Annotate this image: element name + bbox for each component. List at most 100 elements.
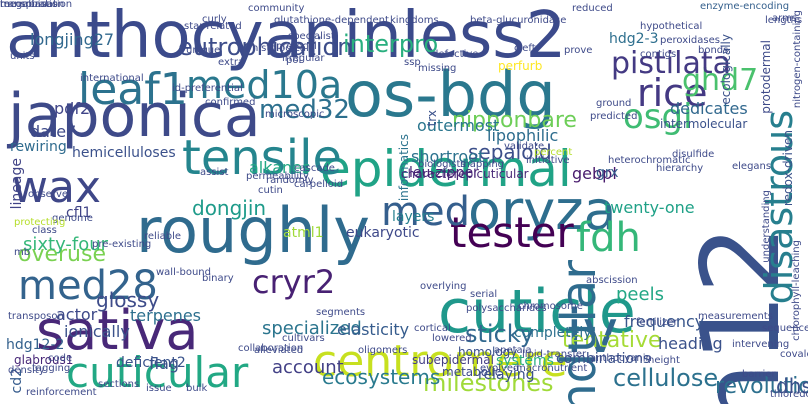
cloud-word: flag xyxy=(149,354,180,373)
cloud-word: leaf1 xyxy=(78,64,188,115)
cloud-word: protocol xyxy=(276,41,317,52)
cloud-word: oryza xyxy=(468,179,617,242)
cloud-word: oligomers xyxy=(358,345,408,356)
cloud-word: med xyxy=(381,189,470,235)
cloud-word: gebpl xyxy=(572,164,617,183)
cloud-word: ground xyxy=(596,98,632,109)
cloud-word: assist xyxy=(200,167,229,178)
cloud-word: wall-bound xyxy=(156,267,211,278)
cloud-word: fertilizer xyxy=(636,317,678,328)
cloud-word: id-preferential xyxy=(172,83,243,94)
cloud-word: defective xyxy=(432,49,479,60)
cloud-word: kingdoms xyxy=(390,15,439,26)
cloud-word: intermolecular xyxy=(660,117,748,131)
cloud-word: mb xyxy=(14,247,31,258)
cloud-word: cortical xyxy=(414,323,451,334)
cloud-word: epidermal xyxy=(320,140,572,198)
cloud-word: pistilata xyxy=(611,46,731,81)
cloud-word: japonica xyxy=(8,81,261,151)
cloud-word: curly xyxy=(202,14,227,25)
cloud-word: evolved xyxy=(480,363,520,374)
cloud-word: account xyxy=(272,357,344,378)
cloud-word: nipponbare xyxy=(452,108,577,133)
cloud-word: hierarchy xyxy=(656,163,704,174)
cloud-word: sixty-four xyxy=(23,234,109,255)
cloud-word: peroxidases xyxy=(660,35,720,46)
cloud-word: med28 xyxy=(18,263,158,309)
cloud-word: lipophilic xyxy=(487,126,559,145)
cloud-word: bulk xyxy=(186,383,208,394)
cloud-word: issue xyxy=(146,383,172,394)
cloud-word: hdg12-2 xyxy=(6,337,65,353)
cloud-word: actor xyxy=(56,305,98,324)
cloud-word: irregular xyxy=(282,53,325,64)
cloud-word: elegans xyxy=(732,161,772,172)
cloud-word: confirmed xyxy=(205,97,256,108)
cloud-word: observe xyxy=(28,189,69,200)
cloud-word: international xyxy=(80,73,144,84)
cloud-word: density xyxy=(8,365,45,376)
cloud-word: reliable xyxy=(144,231,182,242)
cloud-word: eukaryotic xyxy=(346,225,420,241)
cloud-word: wax xyxy=(12,162,101,213)
cloud-word: sepaloid xyxy=(468,140,552,164)
cloud-word: understanding xyxy=(761,190,772,263)
cloud-word: covalent xyxy=(780,349,808,360)
cloud-word: eutrophication xyxy=(178,33,353,61)
cloud-word: tester xyxy=(450,208,574,257)
cloud-word: code xyxy=(48,353,73,364)
cloud-word: glutathione-dependent xyxy=(274,15,389,26)
cloud-word: grx xyxy=(596,165,619,181)
cloud-word: hemicelluloses xyxy=(72,145,176,161)
cloud-word: biologists xyxy=(418,159,466,170)
cloud-word: sticky xyxy=(465,320,535,348)
cloud-word: perfurb xyxy=(498,59,543,73)
cloud-word: beta-glucuronidase xyxy=(470,15,567,26)
cloud-word: rice xyxy=(637,71,708,115)
cloud-word: apetala xyxy=(494,345,532,356)
cloud-word: peels xyxy=(616,284,664,305)
cloud-word: binary xyxy=(202,273,234,284)
cloud-word: permeability xyxy=(246,171,309,182)
cloud-word: frequency xyxy=(624,312,705,331)
cloud-word: contigs xyxy=(640,49,677,60)
cloud-word: collaboration xyxy=(238,343,304,354)
cloud-word: sequenced xyxy=(762,323,808,334)
cloud-word: metabolic xyxy=(442,365,502,379)
cloud-word: shortroot xyxy=(411,147,485,166)
cloud-word: med32 xyxy=(259,95,350,125)
cloud-word: cutin xyxy=(258,185,283,196)
cloud-word: overlying xyxy=(420,281,467,292)
cloud-word: protodermal xyxy=(759,40,773,114)
cloud-word: elasticity xyxy=(337,320,410,339)
cloud-word: initiative xyxy=(526,155,570,166)
cloud-word: sections xyxy=(98,379,140,390)
cloud-word: carpelloid xyxy=(294,179,344,190)
cloud-word: lineage xyxy=(9,158,25,210)
cloud-word: prove xyxy=(564,45,593,56)
cloud-word: percent xyxy=(534,147,573,158)
cloud-word: cuticle xyxy=(438,277,636,347)
cloud-word: heterochromatic xyxy=(608,155,691,166)
cloud-word: lowered xyxy=(432,333,472,344)
cloud-word: interpro xyxy=(343,30,439,58)
cloud-word: units xyxy=(10,51,35,62)
cloud-word: reinforcement xyxy=(26,387,97,398)
cloud-word: dongjin xyxy=(192,196,267,220)
cloud-word: cleft xyxy=(514,43,536,54)
cloud-word: os-bdg xyxy=(345,58,556,131)
cloud-word: reduced xyxy=(572,3,613,14)
cloud-word: arms xyxy=(772,13,798,24)
cloud-word: osgi xyxy=(623,97,693,137)
cloud-word: pol xyxy=(286,55,302,66)
cloud-word: revolution xyxy=(715,374,808,399)
cloud-word: roughly xyxy=(136,194,370,267)
cloud-word: deficient2 xyxy=(116,355,186,371)
cloud-word: genome xyxy=(52,213,93,224)
cloud-word: systems xyxy=(496,353,554,369)
cloud-word: cellulose xyxy=(613,364,719,392)
cloud-word: cfl1 xyxy=(66,205,92,221)
cloud-word: terpenes xyxy=(130,306,202,325)
cloud-word: missing xyxy=(418,63,457,74)
